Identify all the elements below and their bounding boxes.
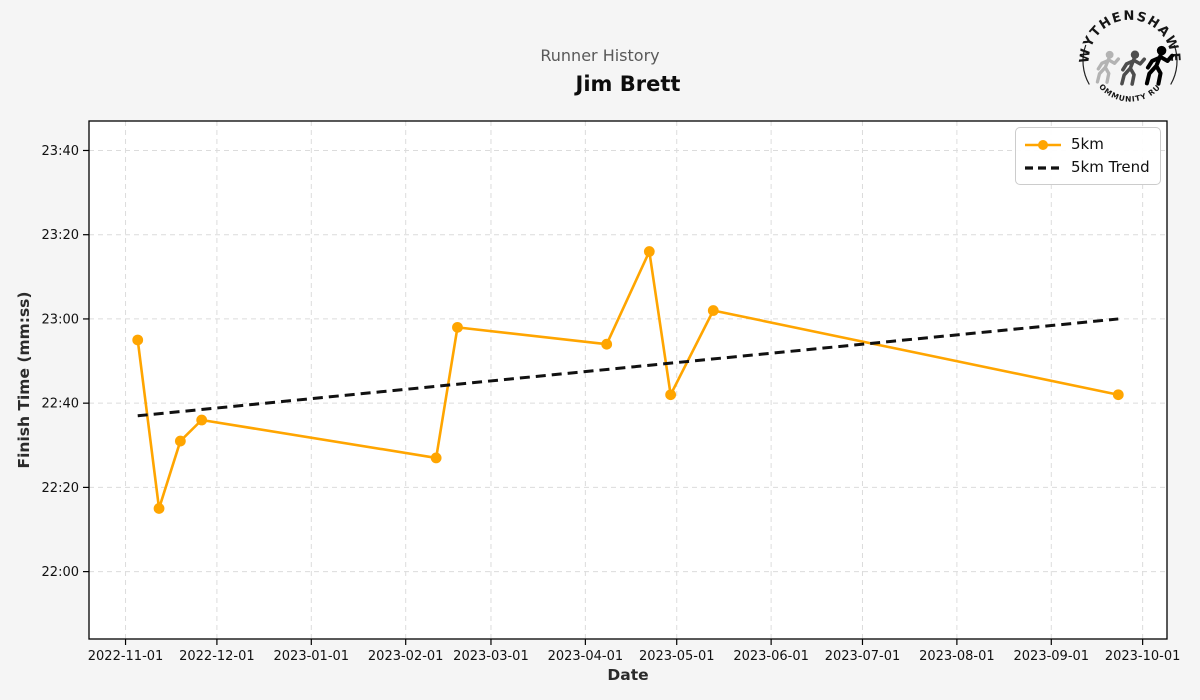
legend-line-sample-5km bbox=[1025, 139, 1061, 150]
logo-circle-arc-left bbox=[1082, 44, 1090, 85]
y-axis-label: Finish Time (mm:ss) bbox=[15, 291, 33, 469]
x-tick-label: 2023-08-01 bbox=[919, 649, 995, 664]
plot-background bbox=[89, 121, 1167, 639]
x-tick-label: 2023-03-01 bbox=[453, 649, 529, 664]
x-tick-label: 2023-06-01 bbox=[733, 649, 809, 664]
series-line-5km-trend bbox=[137, 317, 1119, 418]
legend-item-5km-trend: 5km Trend bbox=[1024, 156, 1152, 179]
x-tick-label: 2022-12-01 bbox=[179, 649, 255, 664]
data-point-marker bbox=[153, 503, 165, 514]
y-tick-label: 22:20 bbox=[42, 481, 79, 496]
data-point-marker bbox=[665, 389, 677, 401]
runner-silhouette-left bbox=[1095, 50, 1121, 84]
x-tick-label: 2023-10-01 bbox=[1105, 649, 1181, 664]
legend-5km-marker-icon bbox=[1038, 139, 1048, 150]
legend-label-5km-trend: 5km Trend bbox=[1071, 158, 1150, 176]
y-tick-label: 22:40 bbox=[42, 397, 79, 412]
y-tick-label: 23:40 bbox=[42, 144, 79, 159]
legend-item-5km: 5km bbox=[1024, 133, 1152, 156]
data-point-marker bbox=[643, 246, 655, 257]
runner-silhouette-right bbox=[1144, 45, 1175, 86]
x-tick-label: 2023-01-01 bbox=[274, 649, 350, 664]
data-point-marker bbox=[707, 305, 719, 316]
data-point-marker bbox=[174, 435, 186, 447]
y-tick-label: 23:20 bbox=[42, 228, 79, 243]
chart-suptitle: Runner History bbox=[540, 46, 660, 65]
data-point-marker bbox=[430, 452, 442, 464]
data-point-marker bbox=[1112, 389, 1124, 401]
legend-label-5km: 5km bbox=[1071, 135, 1104, 153]
data-point-marker bbox=[452, 321, 463, 333]
axes-border bbox=[88, 120, 1168, 640]
data-point-marker bbox=[601, 338, 613, 350]
chart-title: Jim Brett bbox=[575, 72, 681, 96]
runner-silhouette-middle bbox=[1120, 50, 1147, 86]
logo-top-text: WYTHENSHAWE bbox=[1078, 9, 1182, 64]
x-tick-label: 2023-04-01 bbox=[548, 649, 624, 664]
x-tick-label: 2023-09-01 bbox=[1014, 649, 1090, 664]
y-tick-label: 23:00 bbox=[42, 312, 79, 327]
x-tick-label: 2023-05-01 bbox=[639, 649, 715, 664]
y-tick-label: 22:00 bbox=[42, 565, 79, 580]
legend-line-sample-trend bbox=[1025, 165, 1061, 170]
x-tick-label: 2022-11-01 bbox=[88, 649, 164, 664]
data-point-marker bbox=[132, 334, 144, 346]
legend: 5km 5km Trend bbox=[1015, 127, 1161, 185]
x-axis-label: Date bbox=[607, 666, 649, 684]
data-point-marker bbox=[196, 414, 208, 426]
x-tick-label: 2023-02-01 bbox=[368, 649, 444, 664]
wythenshawe-community-run-logo: WYTHENSHAWE COMMUNITY RUN bbox=[1078, 9, 1182, 104]
x-tick-label: 2023-07-01 bbox=[825, 649, 901, 664]
logo-circle-arc-right bbox=[1170, 44, 1178, 85]
